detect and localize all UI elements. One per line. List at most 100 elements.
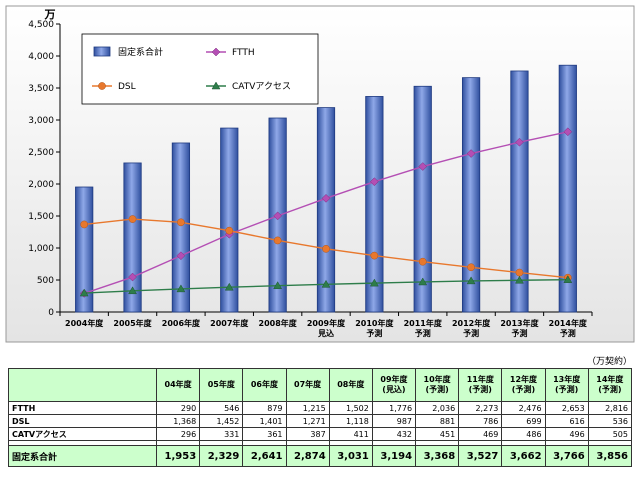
table-cell: 3,368 bbox=[415, 445, 460, 467]
line-point-diamond bbox=[370, 177, 379, 187]
line-point-circle bbox=[225, 226, 234, 235]
table-row: FTTH 290 546 879 1,215 1,502 1,776 2,036 2,273 2,… bbox=[8, 401, 633, 415]
line-point-triangle bbox=[369, 278, 379, 287]
line-point-diamond bbox=[515, 137, 524, 147]
bar bbox=[365, 96, 384, 313]
table-header-text: 05年度 bbox=[207, 380, 235, 389]
table-cell: 1,776 bbox=[371, 401, 417, 415]
bar bbox=[171, 142, 191, 313]
table-header-cell: 10年度 (予測) bbox=[415, 368, 460, 402]
x-tick-label: 2010年度 bbox=[355, 318, 394, 328]
line-point-triangle bbox=[418, 277, 428, 286]
line-point-diamond bbox=[321, 193, 331, 203]
chart-svg: 万 0 500 1,000 1,500 2,000 2,500 3,000 3,500 4,000… bbox=[5, 5, 635, 343]
table-header-cell: 09年度 (見込) bbox=[371, 368, 417, 402]
x-tick-label: 2006年度 bbox=[162, 318, 201, 328]
table-header-text: 07年度 bbox=[294, 380, 322, 389]
legend-label: CATVアクセス bbox=[232, 81, 291, 92]
line-point-circle bbox=[177, 218, 185, 227]
table-row-label: 固定系合計 bbox=[8, 445, 157, 467]
x-tick-label: 予測 bbox=[511, 328, 527, 338]
legend-label: FTTH bbox=[232, 48, 255, 58]
line-point-circle bbox=[370, 251, 379, 260]
bar bbox=[220, 127, 239, 313]
line-point-circle bbox=[273, 236, 282, 245]
table-cell: 432 bbox=[371, 427, 417, 441]
table-cell: 3,194 bbox=[371, 445, 417, 467]
line-point-diamond bbox=[273, 211, 282, 221]
table-header-text: (予測) bbox=[598, 385, 622, 394]
x-tick-label: 2004年度 bbox=[65, 318, 104, 328]
legend-swatch-bar bbox=[93, 46, 111, 57]
table-cell: 469 bbox=[458, 427, 503, 441]
table-cell: 699 bbox=[501, 414, 546, 428]
table-cell: 1,401 bbox=[242, 414, 287, 428]
table-header-text: 09年度 bbox=[380, 375, 408, 384]
table-cell: 1,271 bbox=[285, 414, 330, 428]
table-cell: 411 bbox=[328, 427, 373, 441]
y-tick-label: 4,000 bbox=[28, 52, 54, 62]
table-cell: 296 bbox=[155, 427, 201, 441]
legend-box bbox=[81, 33, 319, 105]
line-point-circle bbox=[80, 220, 89, 229]
line-point-triangle bbox=[128, 286, 137, 295]
line-point-triangle bbox=[79, 288, 89, 297]
y-tick-label: 1,000 bbox=[28, 244, 54, 254]
table-cell: 1,452 bbox=[199, 414, 244, 428]
bar bbox=[75, 186, 94, 313]
table-cell: 2,036 bbox=[415, 401, 460, 415]
line-point-circle bbox=[467, 263, 475, 272]
table-row-label: FTTH bbox=[8, 401, 157, 415]
table-header-text: 11年度 bbox=[466, 375, 494, 384]
table-header-cell: 04年度 bbox=[155, 368, 201, 402]
table-cell: 536 bbox=[587, 414, 633, 428]
line-point-circle bbox=[515, 268, 524, 277]
data-table: 04年度 05年度 06年度 07年度 08年度 09年度 (見込) 10年度 (予測) 11年度… bbox=[8, 368, 633, 467]
line-point-diamond bbox=[211, 47, 221, 57]
line-point-triangle bbox=[321, 279, 331, 288]
y-tick-label: 500 bbox=[37, 276, 54, 286]
y-tick-label: 3,000 bbox=[28, 116, 54, 126]
table-cell: 505 bbox=[587, 427, 633, 441]
x-tick-label: 2008年度 bbox=[259, 318, 298, 328]
table-cell: 361 bbox=[242, 427, 287, 441]
table-header-text: 12年度 bbox=[509, 375, 538, 384]
table-header-text: (予測) bbox=[468, 385, 492, 394]
table-row: DSL 1,368 1,452 1,401 1,271 1,118 987 881 786 699… bbox=[8, 414, 633, 428]
table-cell: 1,953 bbox=[155, 445, 201, 467]
line-point-diamond bbox=[176, 251, 186, 261]
table-total-row: 固定系合計 1,953 2,329 2,641 2,874 3,031 3,194 3,368… bbox=[8, 445, 633, 467]
table-cell: 2,874 bbox=[285, 445, 330, 467]
table-cell: 3,527 bbox=[458, 445, 503, 467]
bar bbox=[510, 70, 529, 313]
y-tick-label: 0 bbox=[48, 308, 54, 318]
table-header-cell: 08年度 bbox=[328, 368, 373, 402]
line-point-diamond bbox=[563, 127, 573, 137]
chart-container: 万 0 500 1,000 1,500 2,000 2,500 3,000 3,500 4,000… bbox=[4, 4, 636, 344]
table-cell: 451 bbox=[415, 427, 460, 441]
line-point-circle bbox=[128, 215, 137, 223]
table-spacer-cell bbox=[587, 440, 633, 446]
table-spacer-cell bbox=[501, 440, 546, 446]
table-cell: 387 bbox=[285, 427, 330, 441]
line-point-triangle bbox=[224, 282, 234, 291]
y-tick-label: 3,500 bbox=[28, 84, 54, 94]
x-tick-label: 予測 bbox=[366, 328, 382, 338]
table-header-text: (見込) bbox=[382, 385, 406, 394]
table-cell: 496 bbox=[544, 427, 589, 441]
table-cell: 331 bbox=[199, 427, 244, 441]
table-header-text: 04年度 bbox=[164, 380, 192, 389]
table-cell: 3,662 bbox=[501, 445, 546, 467]
line-point-triangle bbox=[273, 281, 283, 289]
table-row-label: CATVアクセス bbox=[8, 427, 157, 441]
table-cell: 486 bbox=[501, 427, 546, 441]
table-row-label: DSL bbox=[8, 414, 157, 428]
table-header-text: (予測) bbox=[554, 385, 579, 394]
table-header-cell: 13年度 (予測) bbox=[544, 368, 589, 402]
table-cell: 616 bbox=[544, 414, 589, 428]
line-point-circle bbox=[418, 257, 427, 266]
table-cell: 1,118 bbox=[328, 414, 373, 428]
x-tick-label: 2007年度 bbox=[210, 318, 249, 328]
table-cell: 3,766 bbox=[544, 445, 589, 467]
line-point-circle bbox=[322, 244, 330, 253]
